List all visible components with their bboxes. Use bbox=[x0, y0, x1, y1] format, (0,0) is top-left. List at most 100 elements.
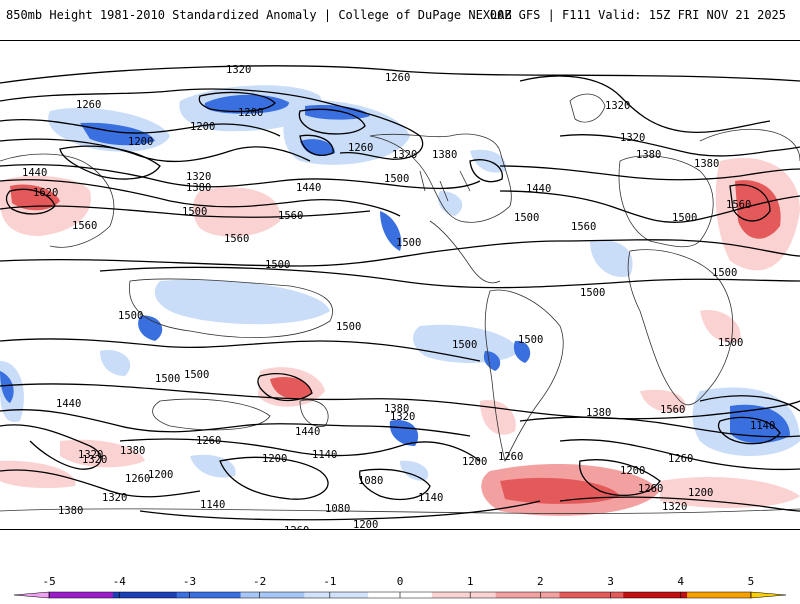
contour-label: 1200 bbox=[262, 453, 287, 465]
contour-label: 1440 bbox=[56, 398, 81, 410]
contour-label: 1500 bbox=[672, 212, 697, 224]
contour-label: 1200 bbox=[620, 465, 645, 477]
colorbar-tick-label: 0 bbox=[397, 575, 404, 588]
contour-label: 1320 bbox=[82, 454, 107, 466]
contour-label: 1260 bbox=[498, 451, 523, 463]
contour-label: 1500 bbox=[384, 173, 409, 185]
colorbar-svg: -5 -4 -3 -2 -1 0 1 2 3 4 5 bbox=[13, 575, 787, 599]
colorbar-legend: -5 -4 -3 -2 -1 0 1 2 3 4 5 bbox=[0, 570, 800, 600]
contour-label: 1080 bbox=[325, 503, 350, 515]
title-bar: 850mb Height 1981-2010 Standardized Anom… bbox=[0, 0, 800, 28]
colorbar-tick-label: -4 bbox=[113, 575, 127, 588]
contour-label: 1320 bbox=[78, 449, 103, 461]
map-panel[interactable]: 1320 1260 1200 1260 1200 1200 1320 1380 … bbox=[0, 40, 800, 530]
contour-label: 1320 bbox=[390, 411, 415, 423]
contour-label: 1260 bbox=[76, 99, 101, 111]
colorbar-segment bbox=[176, 592, 241, 598]
contour-label: 1200 bbox=[190, 121, 215, 133]
height-contours bbox=[0, 65, 800, 521]
contour-label: 1200 bbox=[462, 456, 487, 468]
anomaly-map[interactable]: 1320 1260 1200 1260 1200 1200 1320 1380 … bbox=[0, 41, 800, 530]
contour-label: 1200 bbox=[353, 519, 378, 530]
contour-label: 1560 bbox=[571, 221, 596, 233]
contour-label: 1500 bbox=[184, 369, 209, 381]
contour-label: 1200 bbox=[688, 487, 713, 499]
contour-label: 1560 bbox=[278, 210, 303, 222]
contour-label: 1380 bbox=[384, 403, 409, 415]
contour-label: 1260 bbox=[385, 72, 410, 84]
contour-label: 1260 bbox=[284, 525, 309, 530]
contour-label: 1140 bbox=[418, 492, 443, 504]
contour-label: 1380 bbox=[186, 182, 211, 194]
contour-label: 1380 bbox=[636, 149, 661, 161]
contour-label: 1140 bbox=[312, 449, 337, 461]
colorbar-min-arrow bbox=[13, 591, 50, 599]
colorbar-segment bbox=[495, 592, 561, 598]
contour-label: 1080 bbox=[358, 475, 383, 487]
run-info: 00Z GFS | F111 Valid: 15Z FRI NOV 21 202… bbox=[489, 8, 786, 22]
contour-label: 1320 bbox=[226, 64, 251, 76]
contour-label: 1500 bbox=[336, 321, 361, 333]
contour-label: 1500 bbox=[712, 267, 737, 279]
contour-label: 1560 bbox=[72, 220, 97, 232]
contour-label: 1320 bbox=[620, 132, 645, 144]
contour-label: 1320 bbox=[186, 171, 211, 183]
contour-label: 1380 bbox=[58, 505, 83, 517]
contour-label: 1440 bbox=[296, 182, 321, 194]
contour-label: 1500 bbox=[265, 259, 290, 271]
colorbar-tick-label: -1 bbox=[323, 575, 336, 588]
contour-label: 1440 bbox=[526, 183, 551, 195]
contour-label: 1260 bbox=[348, 142, 373, 154]
contour-label: 1380 bbox=[694, 158, 719, 170]
contour-label: 1260 bbox=[196, 435, 221, 447]
contour-label: 1320 bbox=[662, 501, 687, 513]
colorbar-tick-label: -2 bbox=[253, 575, 266, 588]
contour-label: 1200 bbox=[238, 107, 263, 119]
product-title: 850mb Height 1981-2010 Standardized Anom… bbox=[6, 8, 512, 22]
contour-label: 1320 bbox=[605, 100, 630, 112]
contour-label: 1500 bbox=[718, 337, 743, 349]
contour-label: 1500 bbox=[182, 206, 207, 218]
contour-label: 1500 bbox=[396, 237, 421, 249]
colorbar-segment bbox=[431, 592, 497, 598]
contour-label: 1500 bbox=[518, 334, 543, 346]
colorbar-segment bbox=[240, 592, 305, 598]
colorbar-segment bbox=[112, 592, 178, 598]
contour-label: 1380 bbox=[586, 407, 611, 419]
contour-label: 1260 bbox=[638, 483, 663, 495]
contour-label: 1380 bbox=[120, 445, 145, 457]
colorbar-tick-label: 2 bbox=[537, 575, 544, 588]
contour-label: 1260 bbox=[125, 473, 150, 485]
contour-label: 1500 bbox=[452, 339, 477, 351]
contour-label: 1200 bbox=[128, 136, 153, 148]
contour-label: 1560 bbox=[224, 233, 249, 245]
contour-label: 1200 bbox=[148, 469, 173, 481]
colorbar-segment bbox=[687, 592, 752, 598]
contour-label: 1320 bbox=[392, 149, 417, 161]
contour-label: 1140 bbox=[200, 499, 225, 511]
colorbar-tick-label: -5 bbox=[42, 575, 55, 588]
colorbar-segment bbox=[49, 592, 114, 598]
contour-label: 1560 bbox=[726, 199, 751, 211]
colorbar-tick-label: 1 bbox=[467, 575, 474, 588]
contour-label-group: 1320 1260 1200 1260 1200 1200 1320 1380 … bbox=[22, 64, 775, 530]
contour-label: 1500 bbox=[514, 212, 539, 224]
contour-label: 1560 bbox=[660, 404, 685, 416]
positive-anomaly-shading bbox=[0, 158, 800, 516]
colorbar-segment bbox=[559, 592, 624, 598]
colorbar-ticks: -5 -4 -3 -2 -1 0 1 2 3 4 5 bbox=[42, 575, 754, 598]
contour-label: 1440 bbox=[22, 167, 47, 179]
colorbar-max-arrow bbox=[750, 591, 787, 599]
contour-label: 1440 bbox=[295, 426, 320, 438]
negative-anomaly-shading bbox=[0, 85, 800, 481]
contour-label: 1500 bbox=[155, 373, 180, 385]
contour-label: 1620 bbox=[33, 187, 58, 199]
contour-label: 1320 bbox=[102, 492, 127, 504]
colorbar-tick-label: 4 bbox=[677, 575, 684, 588]
colorbar-segment bbox=[304, 592, 369, 598]
colorbar-tick-label: 5 bbox=[748, 575, 755, 588]
colorbar-tick-label: -3 bbox=[183, 575, 196, 588]
contour-label: 1500 bbox=[118, 310, 143, 322]
contour-label: 1500 bbox=[580, 287, 605, 299]
contour-label: 1140 bbox=[750, 420, 775, 432]
